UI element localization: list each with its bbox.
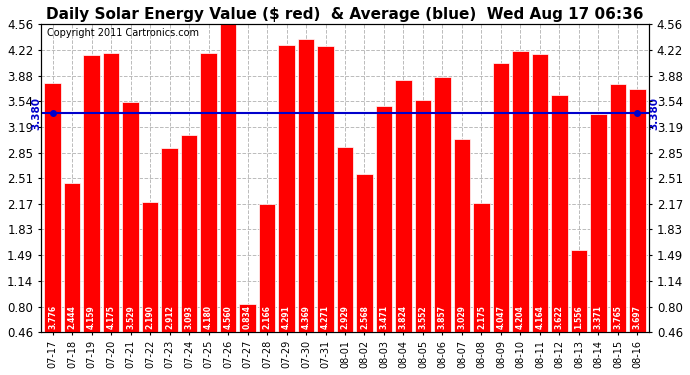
Text: 3.857: 3.857 xyxy=(438,305,447,329)
Text: 3.622: 3.622 xyxy=(555,305,564,329)
Text: 4.175: 4.175 xyxy=(106,305,115,329)
Bar xyxy=(590,114,607,332)
Text: 0.834: 0.834 xyxy=(243,305,252,329)
Bar xyxy=(141,202,158,332)
Title: Daily Solar Energy Value ($ red)  & Average (blue)  Wed Aug 17 06:36: Daily Solar Energy Value ($ red) & Avera… xyxy=(46,7,644,22)
Bar xyxy=(297,39,314,332)
Bar xyxy=(493,63,509,332)
Bar xyxy=(103,53,119,332)
Text: Copyright 2011 Cartronics.com: Copyright 2011 Cartronics.com xyxy=(47,28,199,38)
Bar xyxy=(122,102,139,332)
Bar xyxy=(434,77,451,332)
Bar xyxy=(376,106,393,332)
Bar xyxy=(44,83,61,332)
Bar xyxy=(571,250,587,332)
Text: 4.180: 4.180 xyxy=(204,305,213,329)
Bar xyxy=(200,53,217,332)
Text: 3.765: 3.765 xyxy=(613,305,622,329)
Bar xyxy=(259,204,275,332)
Text: 3.029: 3.029 xyxy=(457,305,466,329)
Text: 4.560: 4.560 xyxy=(224,305,233,329)
Bar xyxy=(395,80,412,332)
Bar xyxy=(356,174,373,332)
Bar xyxy=(512,51,529,332)
Bar xyxy=(473,203,490,332)
Text: 3.552: 3.552 xyxy=(419,305,428,329)
Bar xyxy=(629,89,646,332)
Bar xyxy=(278,45,295,332)
Text: 3.093: 3.093 xyxy=(184,305,193,329)
Text: 3.380: 3.380 xyxy=(31,96,41,129)
Text: 3.471: 3.471 xyxy=(380,305,388,329)
Text: 4.291: 4.291 xyxy=(282,305,291,329)
Text: 4.204: 4.204 xyxy=(516,305,525,329)
Bar xyxy=(317,46,334,332)
Text: 3.824: 3.824 xyxy=(399,305,408,329)
Text: 4.164: 4.164 xyxy=(535,305,544,329)
Bar xyxy=(337,147,353,332)
Bar xyxy=(239,304,256,332)
Bar xyxy=(83,55,100,332)
Text: 2.166: 2.166 xyxy=(262,305,271,329)
Text: 4.159: 4.159 xyxy=(87,305,96,329)
Bar xyxy=(219,24,236,332)
Text: 3.697: 3.697 xyxy=(633,305,642,329)
Text: 1.556: 1.556 xyxy=(575,305,584,329)
Text: 2.568: 2.568 xyxy=(360,305,369,329)
Bar xyxy=(181,135,197,332)
Bar xyxy=(63,183,80,332)
Text: 4.271: 4.271 xyxy=(321,305,330,329)
Text: 2.929: 2.929 xyxy=(340,305,350,329)
Text: 2.912: 2.912 xyxy=(165,305,174,329)
Bar xyxy=(161,148,178,332)
Bar xyxy=(415,100,431,332)
Bar xyxy=(454,140,471,332)
Text: 2.444: 2.444 xyxy=(68,305,77,329)
Text: 3.776: 3.776 xyxy=(48,305,57,329)
Text: 2.190: 2.190 xyxy=(146,305,155,329)
Text: 3.529: 3.529 xyxy=(126,305,135,329)
Text: 3.380: 3.380 xyxy=(649,96,659,129)
Bar xyxy=(551,95,568,332)
Bar xyxy=(532,54,549,332)
Text: 4.369: 4.369 xyxy=(302,305,310,329)
Text: 2.175: 2.175 xyxy=(477,305,486,329)
Text: 3.371: 3.371 xyxy=(594,305,603,329)
Text: 4.047: 4.047 xyxy=(497,305,506,329)
Bar xyxy=(610,84,627,332)
